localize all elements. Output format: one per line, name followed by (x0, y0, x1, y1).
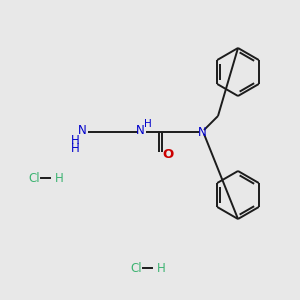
Text: Cl: Cl (28, 172, 40, 184)
Text: N: N (78, 124, 86, 137)
Text: H: H (55, 172, 64, 184)
Text: O: O (162, 148, 174, 160)
Text: N: N (136, 124, 144, 137)
Text: N: N (198, 125, 206, 139)
Text: H: H (157, 262, 166, 275)
Text: H: H (70, 134, 80, 146)
Text: Cl: Cl (130, 262, 142, 275)
Text: H: H (144, 119, 152, 129)
Text: H: H (70, 142, 80, 155)
